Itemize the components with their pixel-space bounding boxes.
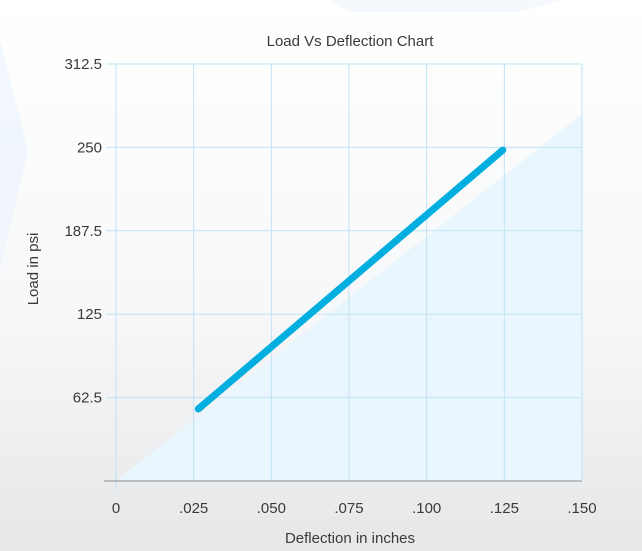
grid-lines bbox=[106, 63, 583, 481]
tick-labels: 0 .025 .050 .075 .100 .125 .150 62.5 125 187.5 250… bbox=[64, 56, 596, 517]
x-tick-label: .125 bbox=[490, 500, 519, 517]
x-tick-label: .100 bbox=[412, 500, 441, 517]
y-tick-label: 250 bbox=[77, 139, 102, 156]
x-tick-label: 0 bbox=[112, 500, 120, 517]
series-layer bbox=[194, 146, 507, 413]
plot-fill-shape bbox=[116, 114, 582, 481]
chart-title: Load Vs Deflection Chart bbox=[267, 33, 435, 50]
x-tick-label: .150 bbox=[567, 500, 596, 517]
y-tick-label: 125 bbox=[77, 306, 102, 323]
plot-fill-triangle bbox=[116, 114, 582, 481]
decor-shape-top bbox=[330, 0, 560, 12]
y-axis-title: Load in psi bbox=[25, 233, 42, 306]
y-tick-label: 187.5 bbox=[64, 223, 102, 240]
x-tick-label: .025 bbox=[179, 500, 208, 517]
x-axis-title: Deflection in inches bbox=[285, 530, 415, 547]
axes bbox=[104, 64, 582, 489]
series-line bbox=[194, 146, 507, 413]
x-tick-label: .075 bbox=[334, 500, 363, 517]
x-tick-label: .050 bbox=[257, 500, 286, 517]
y-tick-label: 312.5 bbox=[64, 56, 102, 73]
decor-shape-left bbox=[0, 40, 28, 270]
y-tick-label: 62.5 bbox=[73, 390, 102, 407]
